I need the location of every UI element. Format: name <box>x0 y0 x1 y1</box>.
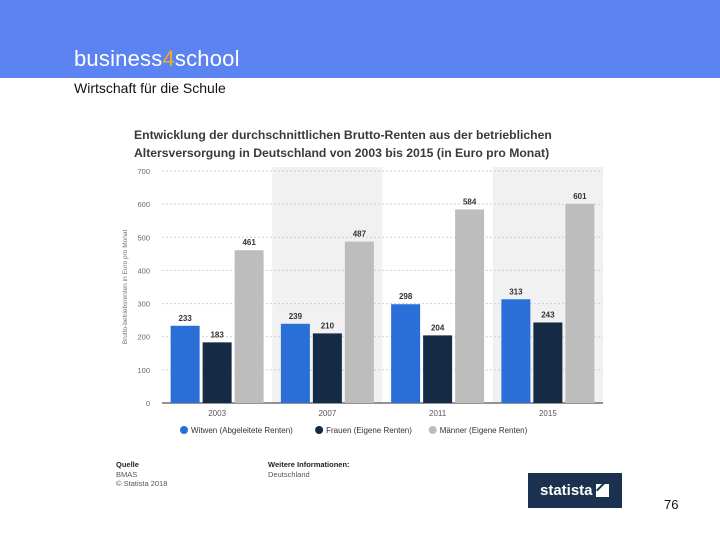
data-label: 298 <box>399 292 413 301</box>
statista-logo-text: statista <box>540 482 593 499</box>
y-tick-label: 0 <box>146 399 150 408</box>
bar <box>344 241 374 403</box>
y-axis-label: Brutto-betriebsrenten in Euro pro Monat <box>122 230 129 345</box>
data-label: 584 <box>463 197 477 206</box>
source-line: © Statista 2018 <box>116 479 168 488</box>
more-info-heading: Weitere Informationen: <box>268 460 350 469</box>
bar <box>391 304 421 403</box>
x-tick-label: 2011 <box>429 409 447 418</box>
data-label: 243 <box>541 310 555 319</box>
y-tick-label: 400 <box>137 266 150 275</box>
y-tick-label: 200 <box>137 333 150 342</box>
y-tick-label: 700 <box>137 167 150 176</box>
bar <box>533 322 563 403</box>
legend-marker <box>428 426 437 434</box>
source-block: Quelle BMAS © Statista 2018 <box>116 460 167 489</box>
bar <box>423 335 453 403</box>
more-info-line: Deutschland <box>268 469 310 479</box>
y-tick-label: 500 <box>137 233 150 242</box>
x-tick-label: 2007 <box>318 409 336 418</box>
brand-logo: business4school <box>74 46 240 72</box>
x-tick-label: 2003 <box>208 409 226 418</box>
data-label: 601 <box>573 192 587 201</box>
bar <box>170 325 200 403</box>
slide-subtitle: Wirtschaft für die Schule <box>74 80 226 96</box>
bar <box>565 203 595 403</box>
legend-label: Männer (Eigene Renten) <box>440 426 528 435</box>
data-label: 183 <box>210 330 224 339</box>
statista-logo-icon <box>596 477 611 497</box>
brand-suffix: school <box>174 46 240 71</box>
y-tick-label: 100 <box>137 366 150 375</box>
data-label: 461 <box>242 238 256 247</box>
bar <box>234 250 264 403</box>
brand-number: 4 <box>162 46 175 71</box>
data-label: 313 <box>509 287 523 296</box>
page-number: 76 <box>664 497 679 512</box>
more-info-block: Weitere Informationen: Deutschland <box>268 460 350 479</box>
bar <box>312 333 342 403</box>
statista-badge: statista <box>528 473 622 508</box>
y-tick-label: 600 <box>137 200 150 209</box>
data-label: 239 <box>289 312 303 321</box>
header-bar <box>0 0 720 78</box>
bar <box>202 342 232 403</box>
brand-prefix: business <box>74 46 163 71</box>
source-heading: Quelle <box>116 460 139 469</box>
x-tick-label: 2015 <box>539 409 557 418</box>
bar <box>455 209 485 403</box>
legend-marker <box>180 426 188 434</box>
source-line: BMAS <box>116 469 138 479</box>
data-label: 487 <box>353 230 367 239</box>
data-label: 210 <box>321 321 335 330</box>
legend-marker <box>315 426 324 434</box>
bar <box>501 299 531 403</box>
bar <box>280 323 310 403</box>
data-label: 204 <box>431 323 445 332</box>
data-label: 233 <box>178 314 192 323</box>
y-tick-label: 300 <box>137 300 150 309</box>
chart-card: 0 100 200 300 400 500 600 700 Brutto-betriebsren… <box>98 116 622 508</box>
legend-label: Frauen (Eigene Renten) <box>326 426 412 435</box>
legend-label: Witwen (Abgeleitete Renten) <box>191 426 293 435</box>
chart: 0 100 200 300 400 500 600 700 Brutto-betriebsren… <box>122 167 603 435</box>
chart-title: Entwicklung der durchschnittlichen Brutt… <box>134 128 552 160</box>
